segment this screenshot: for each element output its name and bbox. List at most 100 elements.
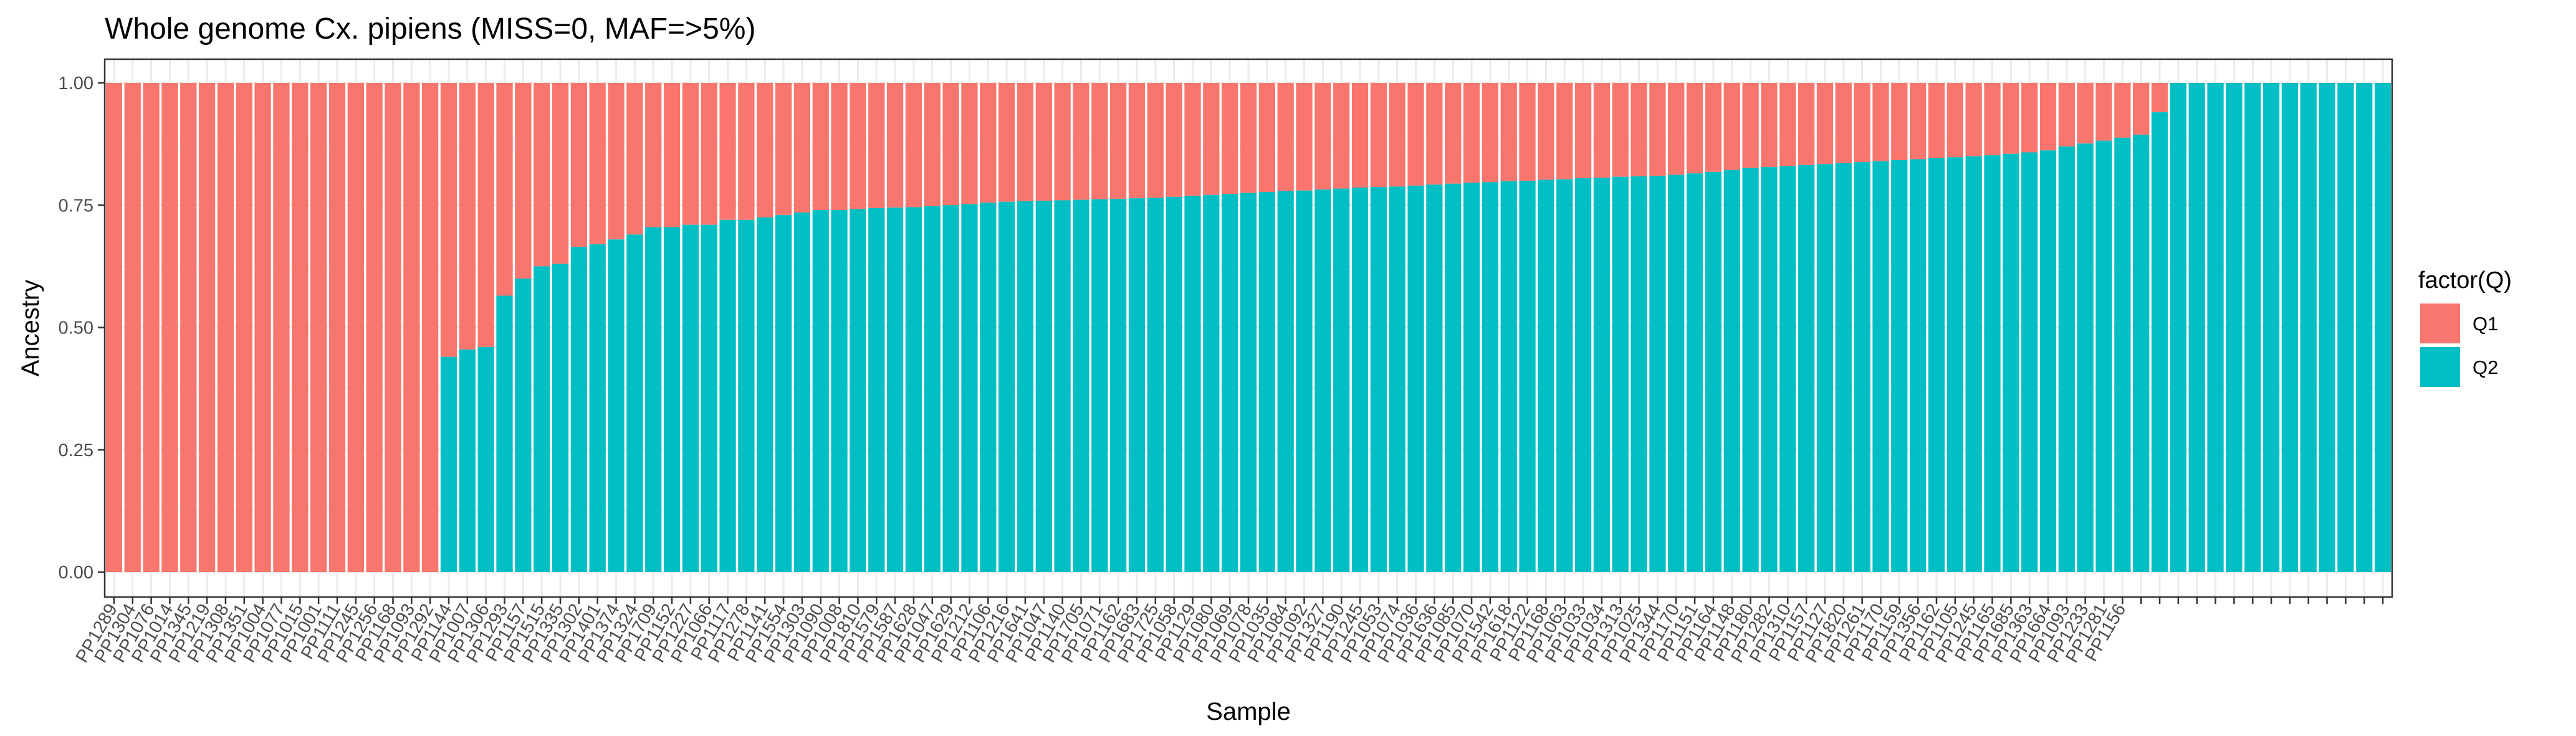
bar-q2 [793,213,811,572]
bar-q2 [2095,140,2112,572]
bar-q2 [850,209,866,572]
bar-q2 [682,224,699,572]
bar-q1 [1258,83,1275,193]
bar-q2 [980,203,997,572]
bar-q1 [1482,83,1499,183]
bar-q1 [477,83,494,347]
bar-q2 [626,234,643,573]
bar-q2 [924,206,941,572]
bar-q2 [1946,157,1963,572]
bar-q2 [1017,201,1034,573]
bar-q2 [1482,182,1499,573]
legend-title: factor(Q) [2418,267,2512,294]
bar-q1 [180,83,197,572]
bar-q2 [2133,135,2150,572]
bars [105,83,2392,573]
x-axis: PP1289PP1304PP1076PP1014PP1345PP1219PP13… [72,597,2384,666]
bar-q2 [1835,163,1852,572]
bar-q1 [701,83,717,225]
bar-q2 [1723,170,1740,573]
bar-q1 [254,83,271,572]
bar-q1 [868,83,885,208]
bar-q2 [2374,83,2392,572]
bar-q1 [1500,83,1517,181]
bar-q1 [1463,83,1480,183]
bar-q1 [2058,83,2075,147]
bar-q2 [2077,143,2094,573]
bar-q1 [961,83,978,204]
bar-q1 [1630,83,1647,176]
legend-label-q1: Q1 [2473,313,2498,335]
y-tick-label: 0.25 [59,441,93,461]
bar-q1 [1910,83,1927,160]
legend-label-q2: Q2 [2473,356,2498,378]
bar-q2 [1798,165,1815,572]
bar-q2 [1872,161,1889,573]
bar-q2 [942,205,959,572]
bar-q2 [1166,196,1182,572]
bar-q2 [1556,179,1573,572]
bar-q2 [2003,153,2019,572]
bar-q2 [1296,190,1313,572]
bar-q1 [1928,83,1945,158]
bar-q2 [1910,159,1927,572]
bar-q1 [1222,83,1238,194]
bar-q2 [2021,152,2038,573]
y-tick-label: 0.00 [59,563,93,583]
bar-q1 [236,83,252,572]
bar-q1 [1723,83,1740,170]
x-axis-title: Sample [1206,698,1291,725]
bar-q1 [793,83,811,213]
bar-q1 [496,83,513,296]
bar-q1 [1686,83,1703,174]
bar-q2 [1612,176,1629,573]
bar-q2 [1686,173,1703,573]
bar-q2 [459,349,476,572]
bar-q1 [589,83,606,245]
bar-q1 [924,83,941,206]
legend: factor(Q) Q1 Q2 [2418,267,2512,387]
bar-q2 [589,244,606,572]
bar-q2 [1649,176,1666,572]
bar-q1 [1668,83,1685,175]
bar-q1 [663,83,681,227]
bar-q1 [1798,83,1815,165]
bar-q1 [812,83,829,211]
bar-q1 [2077,83,2094,144]
bar-q2 [1277,191,1294,572]
bar-q2 [570,246,587,573]
bar-q1 [440,83,457,357]
bar-q1 [2114,83,2131,138]
bar-q2 [1668,174,1685,573]
bar-q1 [1445,83,1462,184]
bar-q1 [1612,83,1629,177]
bar-q2 [701,224,717,572]
bar-q1 [198,83,216,572]
y-tick-label: 1.00 [59,74,93,93]
bar-q1 [1035,83,1052,201]
bar-q2 [2039,150,2057,572]
bar-q2 [2058,146,2075,573]
bar-q1 [1240,83,1257,193]
bar-q2 [1333,188,1350,572]
bar-q1 [757,83,773,217]
bar-q2 [1593,178,1611,572]
bar-q2 [2281,83,2299,572]
bar-q2 [1705,171,1722,572]
bar-q2 [1630,176,1647,572]
bar-q1 [2003,83,2019,154]
bar-q2 [2244,83,2261,572]
bar-q2 [812,210,829,573]
bar-q2 [1203,194,1220,572]
bar-q1 [2095,83,2112,141]
bar-q1 [886,83,904,208]
bar-q1 [998,83,1015,202]
bar-q1 [2133,83,2150,135]
bar-q1 [552,83,569,264]
bar-q2 [1445,183,1462,573]
bar-q1 [1984,83,2001,156]
bar-q2 [2262,83,2280,572]
bar-q1 [1779,83,1796,166]
bar-q1 [347,83,364,572]
bar-q2 [2319,83,2335,572]
